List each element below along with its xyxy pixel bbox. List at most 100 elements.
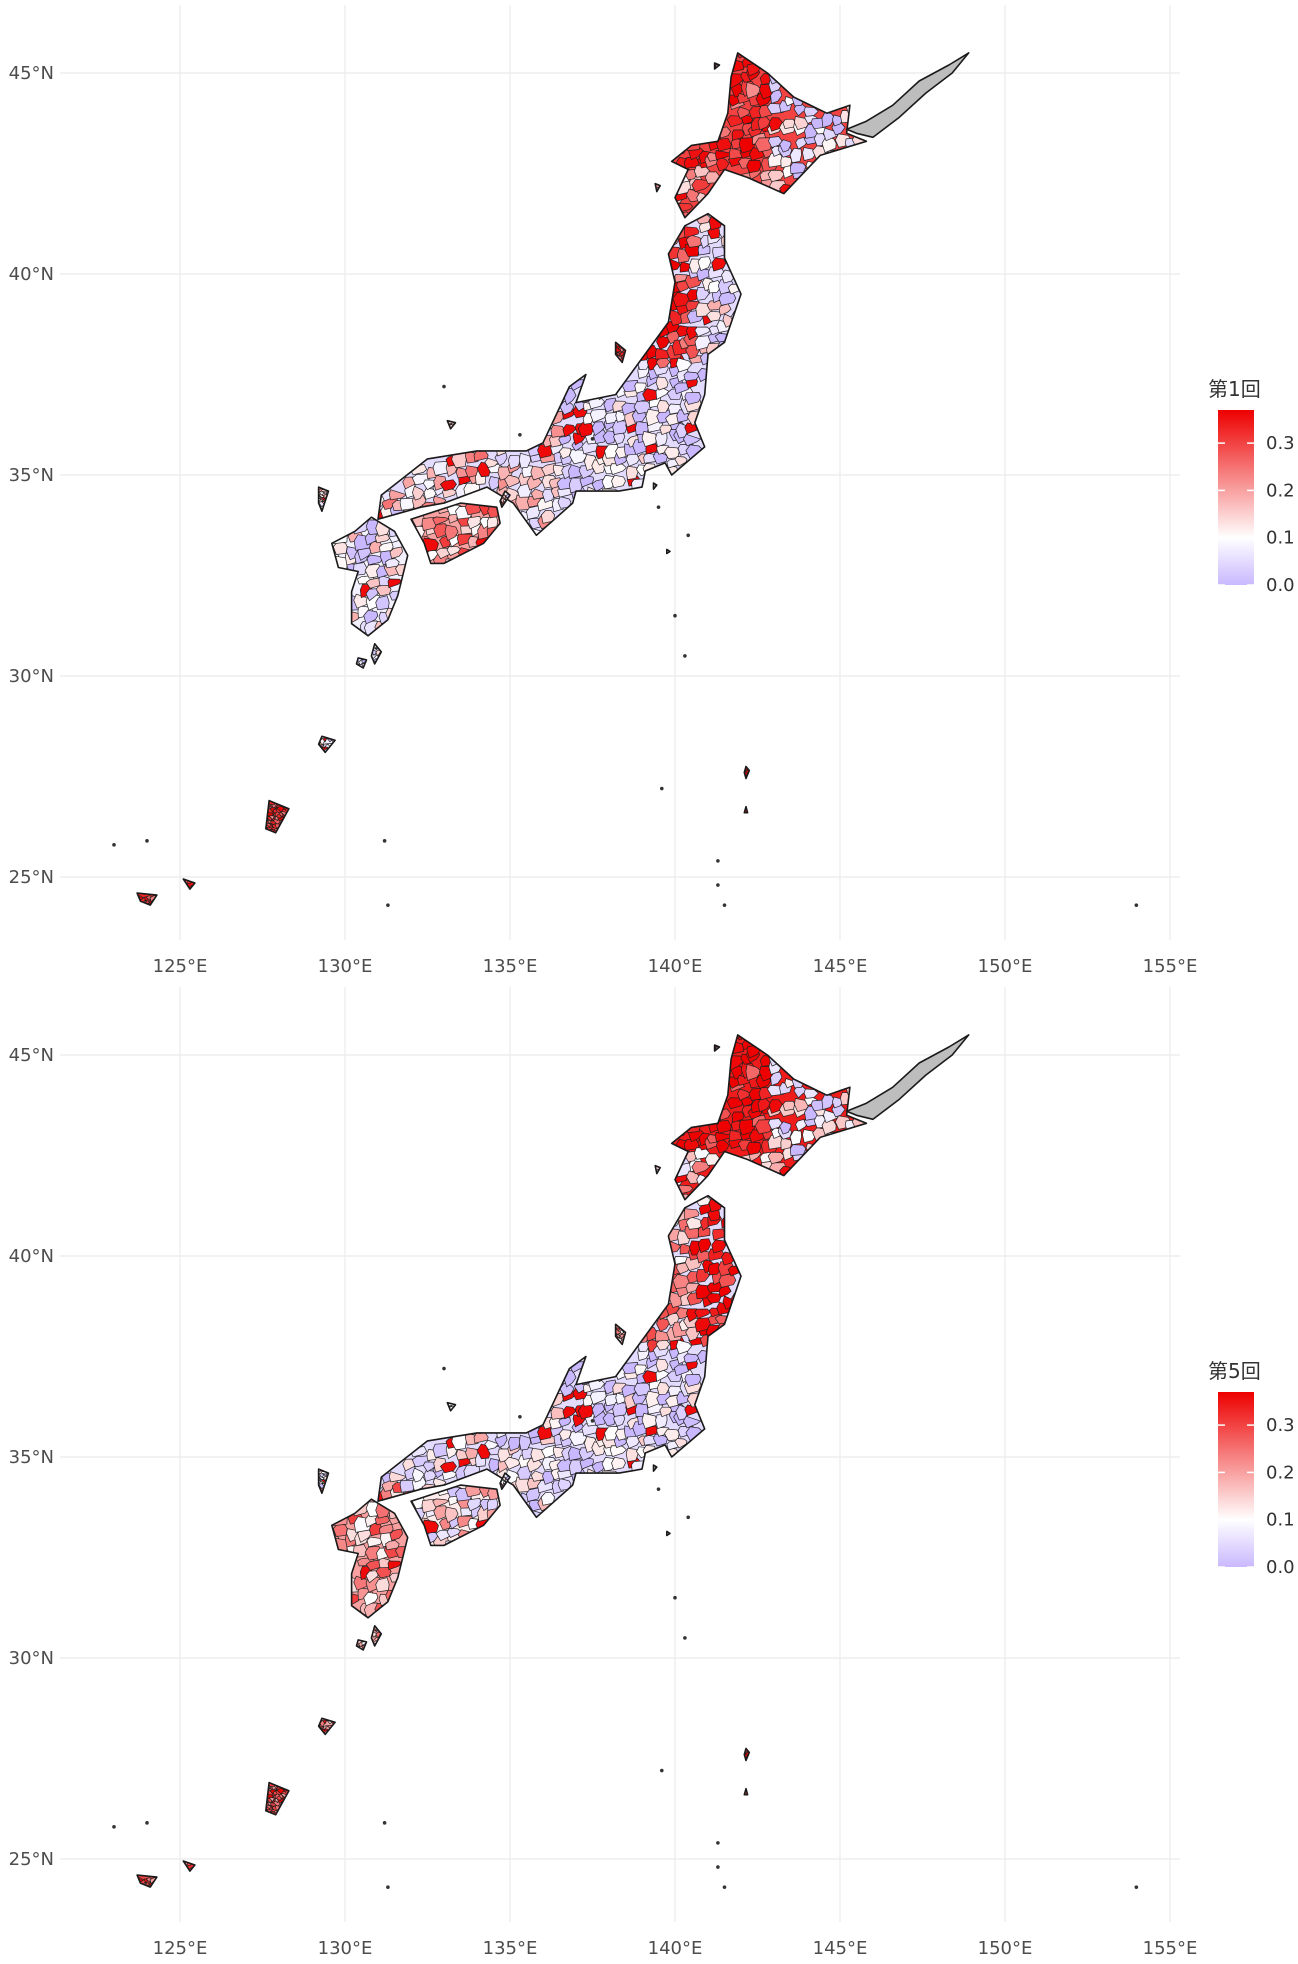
municipality-cell <box>542 268 558 283</box>
municipality-cell <box>507 454 521 470</box>
municipality-cell <box>403 452 417 464</box>
municipality-cell <box>675 1339 693 1355</box>
municipality-cell <box>714 72 731 86</box>
municipality-cell <box>515 285 532 300</box>
municipality-cell <box>612 1402 628 1417</box>
municipality-cell <box>770 1071 783 1086</box>
municipality-cell <box>487 1411 501 1427</box>
municipality-cell <box>540 1289 558 1307</box>
municipality-cell <box>463 1410 481 1423</box>
municipality-cell <box>526 1219 543 1232</box>
municipality-cell <box>591 421 606 437</box>
municipality-cell <box>265 1814 272 1815</box>
municipality-cell <box>435 348 452 360</box>
municipality-cell <box>476 1197 490 1209</box>
municipality-cell <box>563 1214 578 1228</box>
municipality-cell <box>398 318 417 336</box>
municipality-cell <box>731 215 741 229</box>
municipality-cell <box>526 237 543 250</box>
municipality-cell <box>735 1193 753 1200</box>
municipality-cell <box>609 1445 627 1458</box>
municipality-cell <box>793 1085 808 1099</box>
municipality-cell <box>854 212 867 218</box>
municipality-cell <box>504 1344 521 1359</box>
municipality-cell <box>793 1034 807 1045</box>
municipality-cell <box>671 84 681 98</box>
municipality-cell <box>745 1063 762 1081</box>
municipality-cell <box>711 257 727 272</box>
municipality-cell <box>493 364 512 378</box>
municipality-cell <box>412 485 425 501</box>
municipality-cell <box>446 1528 462 1538</box>
x-tick-label: 130°E <box>318 1938 373 1959</box>
municipality-cell <box>551 1511 567 1518</box>
municipality-cell <box>391 1290 406 1307</box>
municipality-cell <box>697 1226 711 1238</box>
municipality-cell <box>694 1308 711 1319</box>
small-island <box>590 437 595 441</box>
municipality-cell <box>542 1250 558 1265</box>
coastline-sado <box>614 1323 627 1346</box>
municipality-cell <box>542 1326 556 1340</box>
municipality-cell <box>641 430 658 448</box>
municipality-cell <box>542 488 555 503</box>
municipality-cell <box>327 1732 335 1735</box>
municipality-cell <box>416 1345 429 1360</box>
municipality-cell <box>579 1316 594 1332</box>
municipality-cell <box>465 1340 478 1354</box>
municipality-cell <box>715 1500 732 1516</box>
municipality-cell <box>448 229 462 246</box>
municipality-cell <box>714 149 732 161</box>
municipality-cell <box>611 1456 626 1471</box>
municipality-cell <box>671 533 684 536</box>
municipality-cell <box>399 213 413 223</box>
municipality-cell <box>809 67 825 82</box>
municipality-cell <box>720 215 737 226</box>
municipality-cell <box>809 1049 825 1064</box>
municipality-cell <box>821 53 840 65</box>
municipality-cell <box>694 326 711 337</box>
municipality-cell <box>363 609 379 625</box>
municipality-cell <box>466 1206 480 1221</box>
x-tick-label: 155°E <box>1143 1938 1198 1959</box>
municipality-cell <box>510 313 525 328</box>
municipality-cell <box>852 159 867 172</box>
municipality-cell <box>434 1233 451 1243</box>
northern-territories <box>845 1034 970 1121</box>
municipality-cell <box>455 1219 473 1236</box>
municipality-cell <box>374 534 392 544</box>
municipality-cell <box>682 1415 702 1429</box>
municipality-cell <box>423 1200 437 1216</box>
municipality-cell <box>473 1328 491 1343</box>
coastline-tanegashima <box>370 643 383 665</box>
municipality-cell <box>821 1035 840 1047</box>
municipality-cell <box>821 135 837 154</box>
municipality-cell <box>434 251 451 261</box>
municipality-cell <box>378 373 384 387</box>
municipality-cell <box>643 1195 659 1210</box>
municipality-cell <box>452 428 456 429</box>
municipality-cell <box>589 408 607 423</box>
municipality-cell <box>782 118 796 129</box>
municipality-cell <box>356 1646 359 1650</box>
municipality-cell <box>726 1235 741 1251</box>
small-island <box>683 1636 687 1640</box>
municipality-cell <box>390 516 408 531</box>
coastline-tanegashima <box>370 1625 383 1647</box>
municipality-cell <box>625 1206 641 1222</box>
coastline-kyushu <box>331 1498 409 1619</box>
coastline-amami <box>317 1717 336 1736</box>
municipality-cell <box>689 1469 707 1482</box>
municipality-cell <box>637 214 652 227</box>
small-island <box>1134 1885 1139 1889</box>
municipality-cell <box>281 832 288 833</box>
municipality-cell <box>478 379 492 392</box>
legend-tick-label: 0.2 <box>1266 1462 1295 1483</box>
municipality-cell <box>464 1266 478 1281</box>
municipality-cell <box>457 391 473 405</box>
coastline-yakushima <box>355 1639 368 1651</box>
small-island <box>722 1885 727 1889</box>
municipality-cell <box>653 451 668 465</box>
municipality-cell <box>593 1358 611 1372</box>
municipality-cell <box>730 1227 741 1241</box>
